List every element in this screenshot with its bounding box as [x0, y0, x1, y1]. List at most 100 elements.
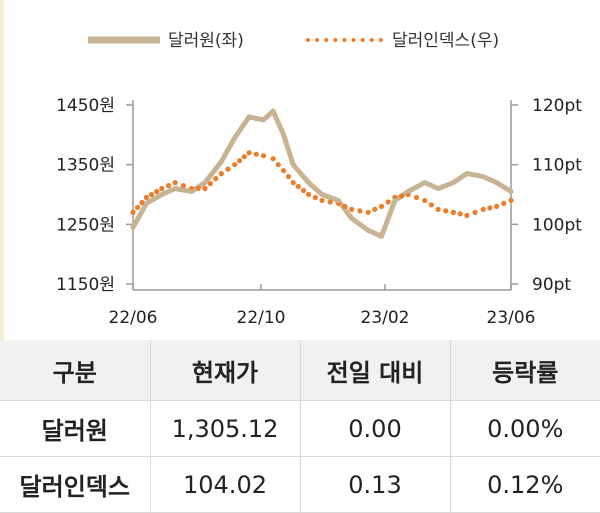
- dxy-data-dot: [148, 191, 155, 198]
- dxy-data-dot: [399, 193, 405, 199]
- dxy-data-dot: [246, 150, 252, 156]
- decorative-strip: [0, 0, 4, 340]
- row-change: 0.13: [300, 456, 451, 513]
- dxy-data-dot: [218, 171, 224, 177]
- dxy-data-dot: [290, 180, 296, 186]
- table-row: 달러원 1,305.12 0.00 0.00%: [0, 400, 600, 457]
- krw-data-point: [422, 180, 428, 186]
- dxy-data-dot: [195, 185, 201, 192]
- krw-data-point: [435, 186, 441, 191]
- dxy-data-dot: [134, 204, 141, 210]
- krw-data-point: [143, 200, 149, 206]
- krw-data-point: [218, 159, 224, 165]
- row-name: 달러인덱스: [0, 456, 151, 513]
- left-tick-label: 1450원: [56, 96, 115, 116]
- left-axis-ticks: 1450원 1350원 1250원 1150원: [56, 96, 133, 295]
- x-tick-label: 23/06: [487, 308, 536, 328]
- krw-data-point: [172, 186, 178, 191]
- dxy-data-dot: [319, 197, 325, 204]
- dxy-data-dot: [435, 206, 441, 212]
- krw-data-point: [319, 192, 325, 197]
- dxy-data-dot: [472, 209, 478, 215]
- krw-data-point: [349, 215, 355, 221]
- row-rate: 0.12%: [450, 456, 600, 513]
- dxy-data-dot: [494, 203, 500, 209]
- dxy-data-dot: [372, 206, 378, 212]
- dxy-data-dot: [270, 156, 276, 162]
- krw-data-point: [159, 192, 165, 197]
- dxy-data-dot: [285, 174, 291, 180]
- legend: 달러원(좌) 달러인덱스(우): [88, 31, 499, 51]
- krw-data-point: [270, 108, 276, 114]
- krw-data-point: [130, 224, 136, 230]
- dxy-series-dots: [130, 150, 514, 218]
- header-rate: 등락률: [450, 340, 600, 401]
- krw-data-point: [494, 180, 500, 186]
- dxy-data-dot: [180, 183, 186, 189]
- dxy-data-dot: [236, 158, 243, 164]
- dxy-data-dot: [241, 154, 247, 160]
- krw-data-point: [232, 135, 238, 141]
- dxy-data-dot: [139, 199, 145, 206]
- krw-data-point: [335, 198, 341, 203]
- krw-data-point: [281, 132, 287, 138]
- left-tick-label: 1150원: [56, 275, 115, 295]
- dxy-data-dot: [428, 202, 434, 208]
- krw-data-point: [290, 162, 296, 168]
- dxy-data-dot: [275, 162, 281, 168]
- right-tick-label: 90pt: [532, 275, 571, 295]
- row-name: 달러원: [0, 400, 151, 457]
- krw-data-point: [379, 233, 384, 239]
- dxy-data-dot: [165, 183, 172, 189]
- krw-data-point: [464, 171, 470, 177]
- table-header-row: 구분 현재가 전일 대비 등락률: [0, 340, 600, 401]
- dxy-data-dot: [172, 180, 178, 186]
- x-axis-ticks: 22/06 22/10 23/02 23/06: [109, 284, 536, 328]
- legend-label-krw: 달러원(좌): [168, 31, 244, 51]
- dxy-data-dot: [232, 162, 238, 168]
- dxy-data-dot: [443, 208, 449, 214]
- krw-data-point: [246, 114, 252, 120]
- row-price: 104.02: [150, 456, 301, 513]
- dxy-data-dot: [312, 194, 318, 201]
- row-price: 1,305.12: [150, 400, 301, 457]
- dxy-data-dot: [480, 206, 486, 212]
- dxy-data-dot: [327, 199, 333, 205]
- dxy-data-dot: [413, 194, 420, 201]
- dxy-data-dot: [213, 176, 219, 182]
- krw-data-point: [261, 117, 266, 123]
- row-rate: 0.00%: [450, 400, 600, 457]
- dxy-data-dot: [130, 209, 136, 215]
- krw-data-point: [392, 198, 398, 203]
- dxy-data-dot: [501, 200, 507, 206]
- x-tick-label: 22/06: [109, 308, 158, 328]
- dxy-data-dot: [281, 168, 287, 174]
- krw-data-point: [508, 188, 514, 194]
- legend-label-dxy: 달러인덱스(우): [392, 31, 499, 51]
- left-tick-label: 1350원: [56, 156, 115, 176]
- dxy-data-dot: [342, 203, 348, 209]
- dxy-data-dot: [385, 199, 391, 205]
- fx-chart: 달러원(좌) 달러인덱스(우) 1450원 1350원 1250원 1150원 120…: [56, 31, 582, 328]
- dxy-data-dot: [349, 206, 355, 212]
- dxy-data-dot: [457, 211, 463, 217]
- table-row: 달러인덱스 104.02 0.13 0.12%: [0, 456, 600, 513]
- right-tick-label: 120pt: [532, 96, 582, 116]
- dxy-data-dot: [487, 205, 493, 211]
- dxy-data-dot: [143, 194, 149, 201]
- dxy-data-dot: [378, 203, 385, 209]
- dxy-data-dot: [450, 209, 456, 215]
- krw-data-point: [189, 189, 194, 194]
- dxy-data-dot: [295, 183, 301, 190]
- dxy-data-dot: [260, 153, 267, 159]
- dxy-data-dot: [202, 185, 208, 192]
- summary-table: 구분 현재가 전일 대비 등락률 달러원 1,305.12 0.00 0.00%…: [0, 340, 600, 513]
- krw-series-points: [130, 108, 514, 239]
- right-tick-label: 110pt: [532, 156, 582, 176]
- krw-series-line: [130, 108, 514, 239]
- left-tick-label: 1250원: [56, 215, 115, 235]
- dxy-data-dot: [464, 212, 470, 218]
- dxy-data-dot: [253, 151, 259, 157]
- krw-data-point: [365, 227, 371, 233]
- krw-data-point: [306, 180, 312, 186]
